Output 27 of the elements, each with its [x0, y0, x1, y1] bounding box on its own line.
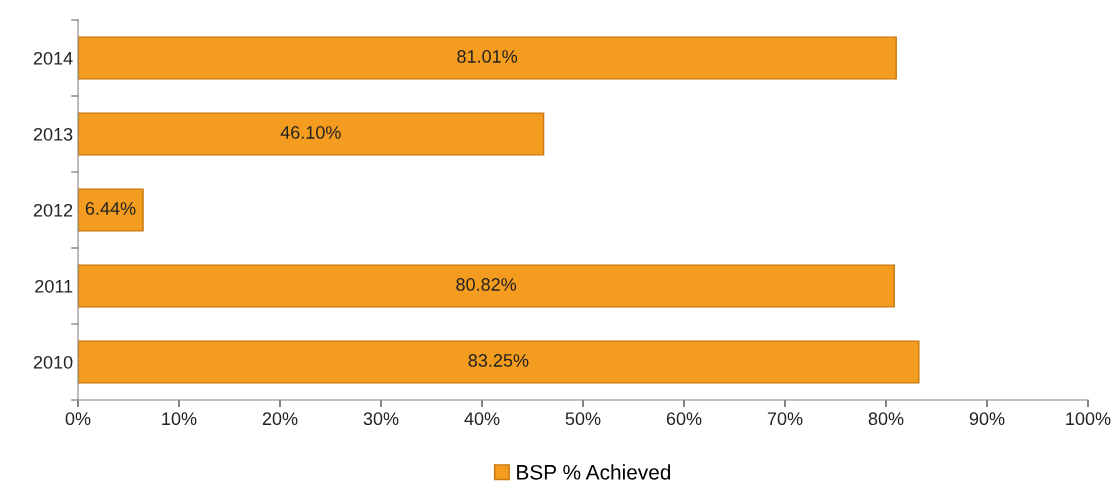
x-tick-label: 0%: [65, 412, 91, 426]
x-tick-label: 40%: [464, 412, 500, 426]
y-tick-label: 2010: [33, 355, 73, 369]
data-label: 46.10%: [280, 126, 341, 139]
x-tick-label: 60%: [666, 412, 702, 426]
data-label: 83.25%: [468, 354, 529, 367]
x-tick-label: 20%: [262, 412, 298, 426]
y-tick-label: 2013: [33, 127, 73, 141]
x-tick-label: 10%: [162, 412, 197, 426]
legend-label: BSP % Achieved: [517, 464, 671, 480]
data-label: 80.82%: [456, 278, 517, 291]
y-tick-label: 2012: [33, 203, 73, 217]
bar: [78, 340, 920, 384]
x-tick-label: 70%: [767, 412, 803, 426]
x-tick-label: 90%: [969, 412, 1005, 426]
data-label: 6.44%: [85, 202, 136, 215]
y-tick-label: 2014: [33, 51, 73, 65]
bar: [78, 188, 144, 232]
bar: [78, 264, 895, 308]
bar: [78, 36, 897, 80]
y-tick-label: 2011: [35, 279, 73, 293]
x-tick-label: 80%: [868, 412, 904, 426]
bar: [78, 112, 545, 156]
x-tick-label: 100%: [1066, 412, 1111, 426]
x-tick-label: 50%: [565, 412, 601, 426]
data-label: 81.01%: [457, 50, 518, 63]
x-tick-label: 30%: [363, 412, 399, 426]
